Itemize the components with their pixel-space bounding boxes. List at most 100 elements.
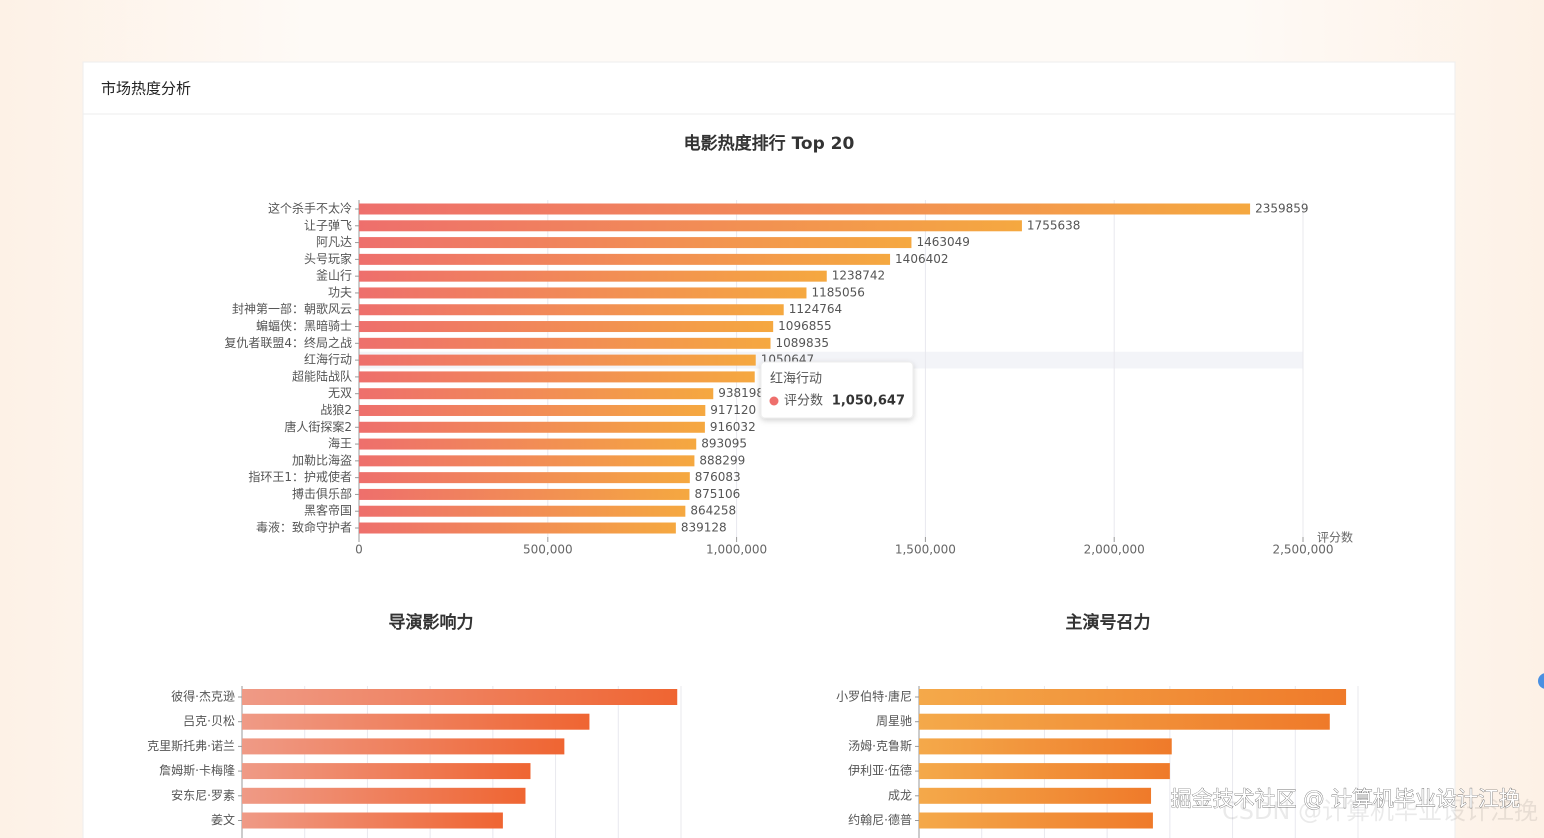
bar: [359, 421, 705, 433]
y-tick-label: 彼得·杰克逊: [171, 689, 235, 704]
bar: [359, 203, 1251, 215]
data-label: 888299: [699, 453, 745, 467]
bar: [359, 270, 827, 282]
bar: [359, 371, 755, 383]
bar: [359, 388, 714, 400]
side-button[interactable]: [1538, 673, 1544, 689]
data-label: 1089835: [776, 336, 829, 350]
bar: [359, 404, 706, 416]
watermark: 掘金技术社区 @ 计算机毕业设计江挽: [1171, 787, 1520, 811]
y-tick-label: 周星驰: [876, 714, 912, 728]
bar: [919, 812, 1153, 829]
y-tick-label: 黑客帝国: [304, 503, 352, 518]
data-label: 893095: [701, 437, 747, 451]
data-label: 1755638: [1027, 218, 1080, 232]
bar: [359, 522, 676, 534]
bar: [359, 304, 784, 316]
data-label: 1185056: [811, 285, 864, 299]
charts: 电影热度排行 Top 20 0 500,000 1,000,000 1,500,000 2…: [147, 133, 1359, 838]
y-tick-label: 蝙蝠侠：黑暗骑士: [256, 318, 352, 333]
x-tick-label: 1,500,000: [895, 543, 956, 557]
bar: [359, 472, 690, 484]
bar: [242, 738, 565, 755]
x-tick-label: 1,000,000: [706, 543, 767, 557]
y-tick-label: 姜文: [211, 812, 235, 827]
x-axis-name: 评分数: [1317, 530, 1353, 545]
y-tick-label: 功夫: [328, 285, 352, 299]
data-label: 1406402: [895, 252, 948, 266]
x-tick-label: 500,000: [523, 543, 573, 557]
y-tick-label: 约翰尼·德普: [848, 812, 912, 827]
card: [82, 61, 1456, 838]
bar: [359, 438, 697, 450]
y-tick-label: 复仇者联盟4：终局之战: [224, 335, 352, 350]
data-label: 917120: [710, 403, 756, 417]
y-tick-label: 汤姆·克鲁斯: [848, 739, 912, 753]
watermark-faint: CSDN @计算机毕业设计江挽: [1222, 797, 1538, 825]
bar: [242, 689, 678, 705]
data-label: 876083: [695, 470, 741, 484]
data-label: 1463049: [916, 235, 969, 249]
bar: [919, 787, 1152, 804]
data-label: 938198: [718, 386, 764, 400]
y-tick-label: 战狼2: [320, 402, 352, 417]
card-title: 市场热度分析: [101, 80, 191, 98]
bar: [919, 738, 1172, 755]
y-tick-label: 封神第一部：朝歌风云: [232, 301, 352, 316]
data-label: 1238742: [832, 269, 885, 283]
chart-title: 主演号召力: [1066, 612, 1151, 633]
data-label: 1096855: [778, 319, 831, 333]
data-label: 916032: [710, 420, 756, 434]
y-tick-label: 让子弹飞: [304, 218, 352, 232]
bar: [359, 505, 686, 517]
tooltip-value: 1,050,647: [832, 394, 905, 409]
y-tick-label: 安东尼·罗素: [171, 787, 235, 802]
y-tick-label: 成龙: [888, 788, 912, 802]
y-tick-label: 詹姆斯·卡梅隆: [159, 763, 235, 778]
tooltip: [760, 361, 914, 419]
y-tick-label: 唐人街探案2: [284, 419, 352, 434]
y-tick-label: 克里斯托弗·诺兰: [147, 739, 235, 753]
y-tick-label: 釜山行: [316, 268, 352, 283]
y-tick-label: 红海行动: [304, 352, 352, 367]
y-tick-label: 头号玩家: [304, 251, 352, 266]
tooltip-title: 红海行动: [770, 371, 822, 387]
bar: [242, 763, 531, 780]
bar: [242, 787, 526, 804]
y-tick-label: 指环王1：护戒使者: [248, 469, 352, 484]
y-tick-label: 这个杀手不太冷: [268, 201, 352, 216]
bar: [919, 689, 1347, 705]
y-tick-label: 伊利亚·伍德: [848, 763, 912, 778]
bar: [359, 237, 912, 249]
bar: [919, 713, 1330, 730]
x-tick-label: 2,000,000: [1084, 543, 1145, 557]
bar: [359, 488, 690, 500]
x-tick-label: 0: [355, 543, 363, 557]
y-tick-label: 小罗伯特·唐尼: [836, 689, 912, 704]
data-label: 864258: [690, 504, 736, 518]
bar: [242, 812, 503, 829]
bar: [359, 321, 774, 333]
y-tick-label: 加勒比海盗: [292, 452, 352, 467]
x-tick-label: 2,500,000: [1272, 543, 1333, 557]
bar: [359, 354, 756, 366]
data-label: 875106: [694, 487, 740, 501]
bar: [359, 337, 771, 349]
bar: [919, 763, 1170, 780]
tooltip-series: 评分数: [784, 394, 823, 409]
bar: [359, 253, 891, 265]
data-label: 1124764: [789, 302, 842, 316]
y-tick-label: 毒液：致命守护者: [256, 520, 352, 535]
bar: [359, 455, 695, 467]
y-tick-label: 海王: [328, 436, 352, 451]
y-tick-label: 吕克·贝松: [183, 714, 235, 728]
chart-title: 电影热度排行 Top 20: [684, 133, 855, 154]
tooltip-dot: [769, 396, 779, 406]
data-label: 2359859: [1255, 202, 1308, 216]
y-tick-label: 阿凡达: [316, 235, 352, 249]
bar: [359, 287, 807, 299]
y-tick-label: 无双: [328, 386, 352, 400]
y-tick-label: 搏击俱乐部: [292, 486, 352, 501]
